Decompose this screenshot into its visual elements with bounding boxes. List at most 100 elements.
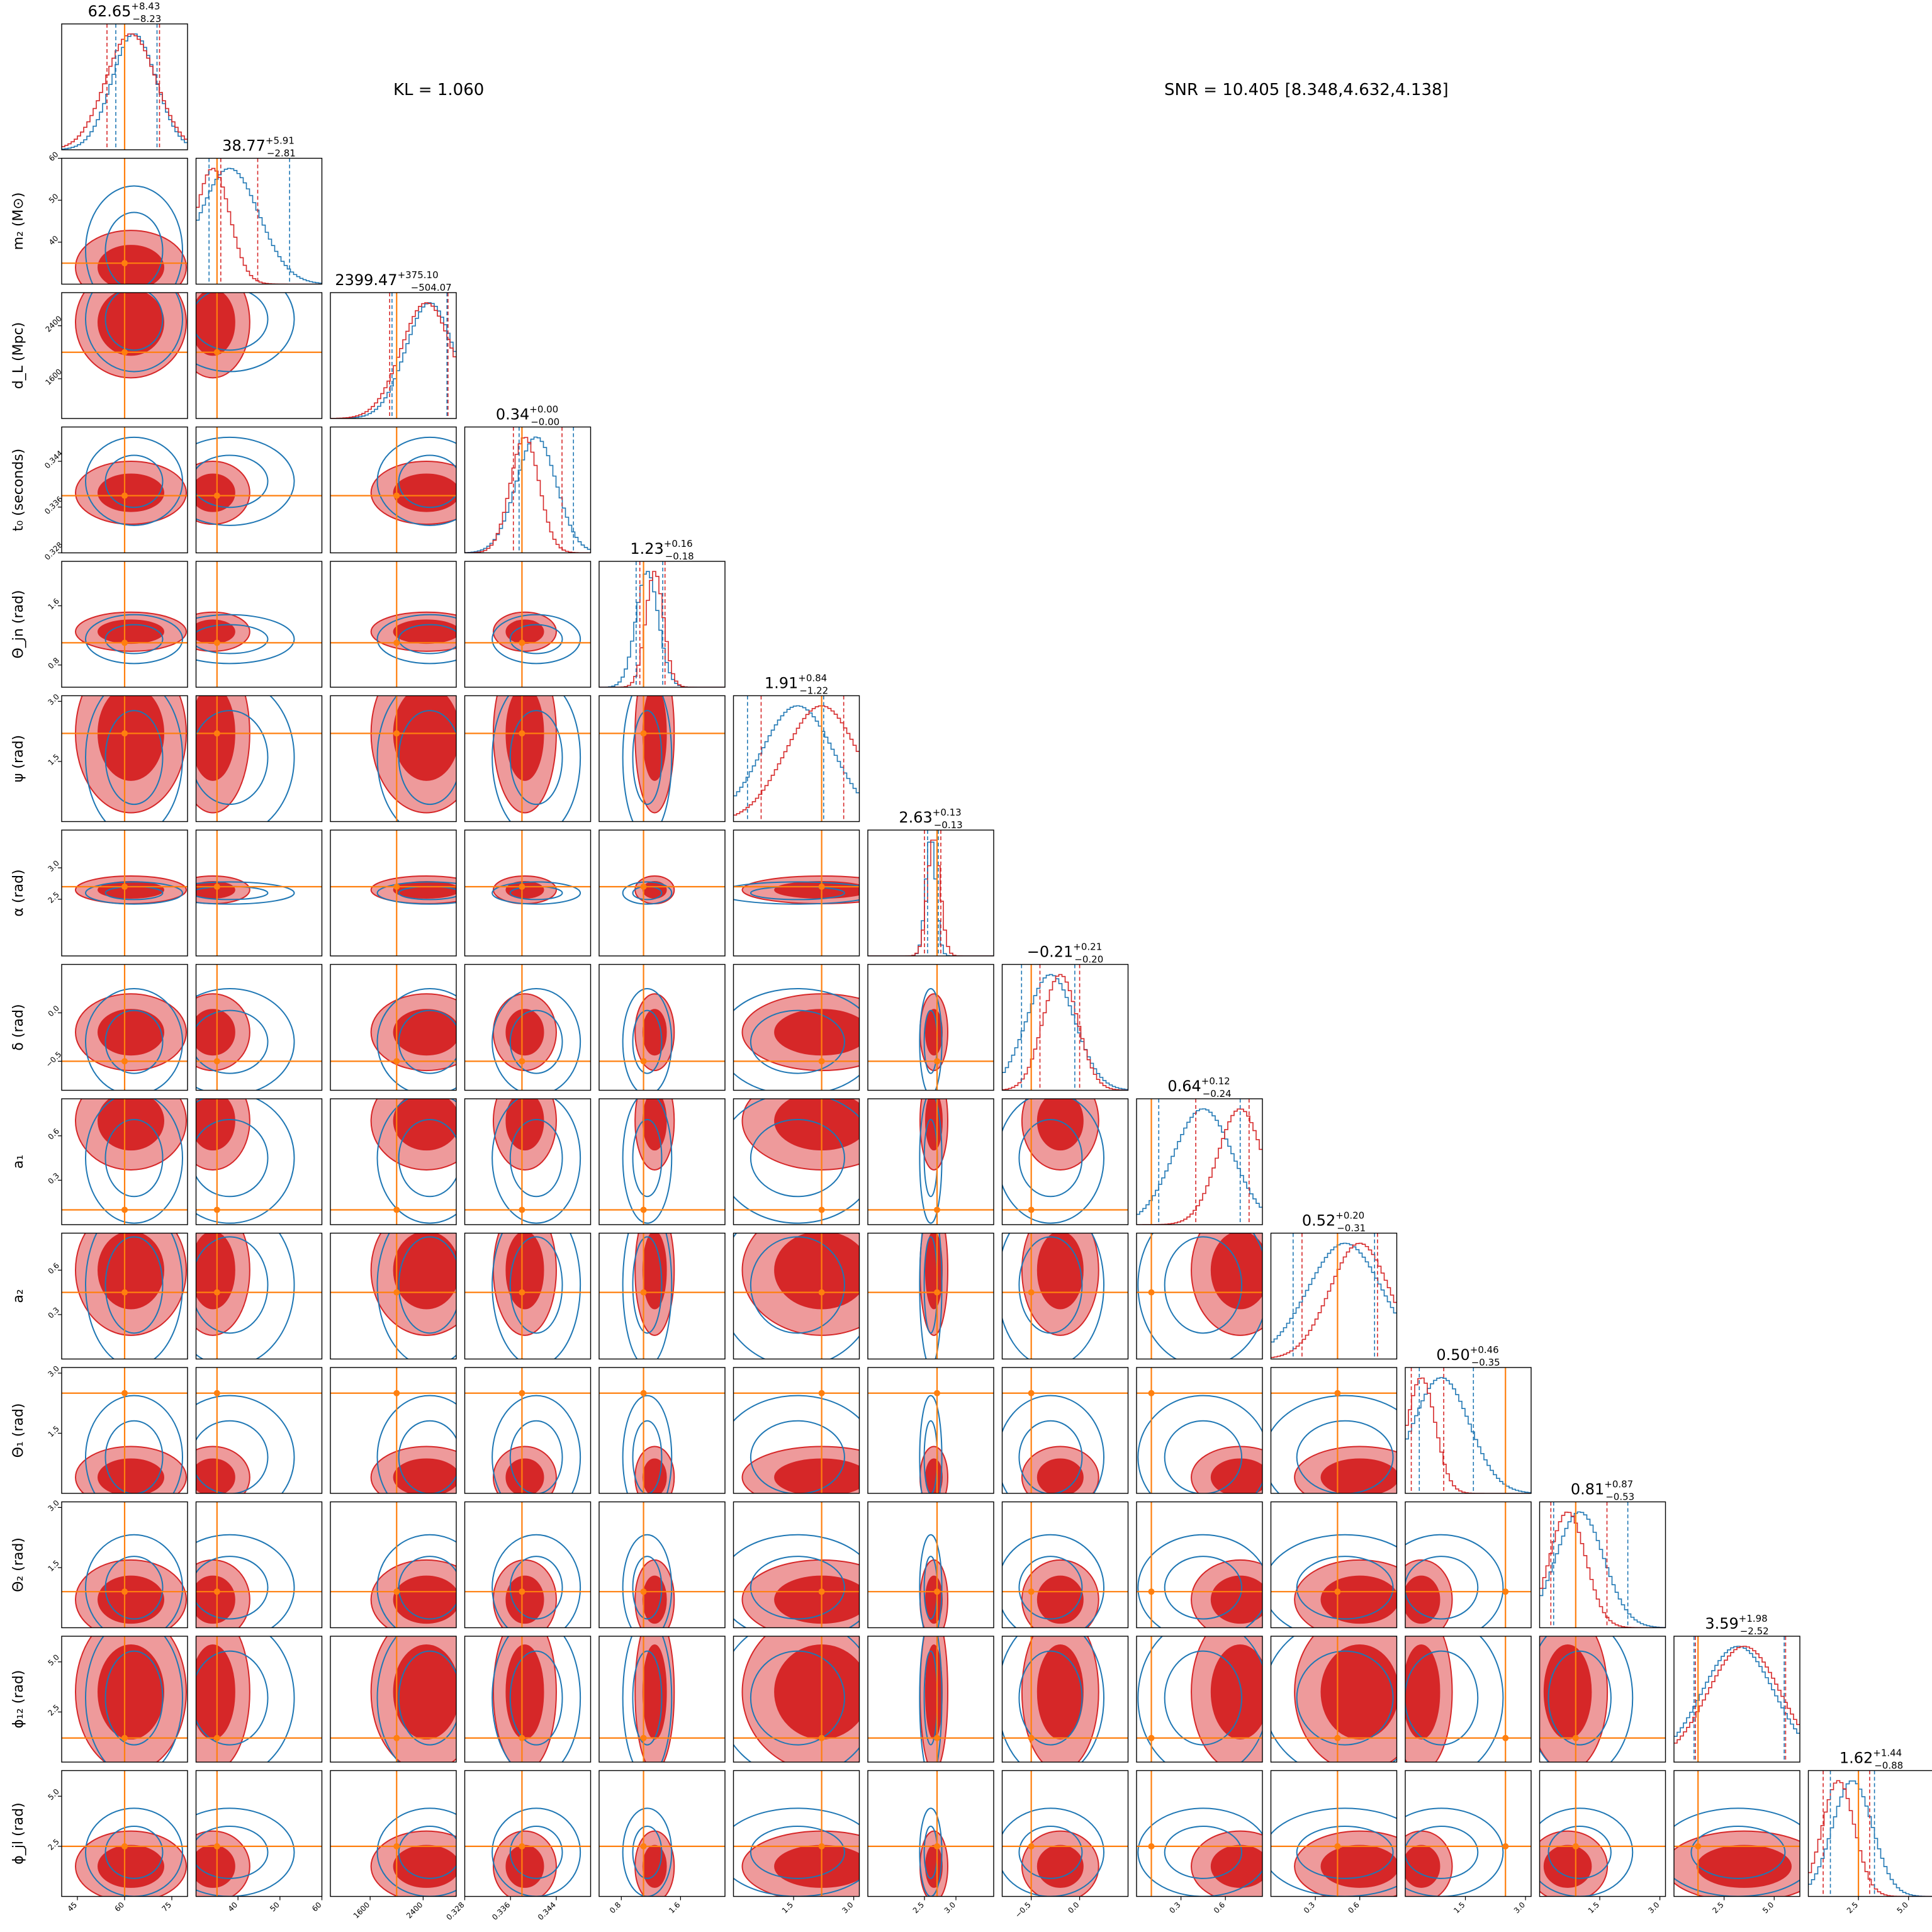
- panel-frame: [867, 1501, 994, 1629]
- contour-blue-inner: [398, 710, 456, 806]
- x-tick-label: −0.5: [1013, 1901, 1033, 1920]
- contour-blue-outer: [196, 614, 295, 665]
- contour-blue-outer: [733, 1099, 860, 1224]
- y-tick-label: 5.0: [46, 1653, 60, 1667]
- panel-frame: [61, 1367, 188, 1494]
- contour-blue-inner: [1405, 1650, 1479, 1746]
- contour-blue-outer: [376, 881, 456, 905]
- panel-frame: [195, 1232, 323, 1360]
- contour-red-inner: [505, 1099, 544, 1151]
- truth-marker: [121, 1588, 128, 1595]
- hist-blue: [599, 571, 725, 687]
- contour-blue-outer: [1002, 1233, 1105, 1359]
- contour-blue-outer: [196, 1099, 295, 1224]
- truth-marker: [213, 1058, 220, 1065]
- panel-9-8: [1136, 1232, 1263, 1360]
- panel-frame: [1001, 1770, 1129, 1897]
- contour-red-inner: [1036, 1644, 1084, 1740]
- x-tick-label: 50: [268, 1901, 281, 1914]
- panel-frame: [61, 1636, 188, 1763]
- y-axis-label: ϕ_jl (rad): [11, 1802, 26, 1864]
- panel-frame: [195, 1636, 323, 1763]
- truth-marker: [1028, 1734, 1035, 1741]
- panel-frame: [598, 1232, 726, 1360]
- panel-frame: [330, 1098, 457, 1225]
- contour-red-inner: [505, 619, 544, 644]
- contour-blue-inner: [1405, 1556, 1479, 1620]
- panel-frame: [1405, 1367, 1532, 1494]
- panel-12-5: [733, 1636, 860, 1763]
- panel-frame: [195, 1501, 323, 1629]
- truth-marker: [121, 1206, 128, 1213]
- contour-blue-outer: [1002, 1636, 1105, 1762]
- panel-6-4: [598, 829, 726, 957]
- contour-blue-inner: [104, 293, 164, 351]
- truth-marker: [393, 639, 400, 646]
- contour-blue-outer: [85, 185, 183, 284]
- contour-blue-outer: [376, 436, 456, 526]
- x-tick-label: 0.3: [1167, 1901, 1182, 1915]
- panel-frame: [1539, 1636, 1666, 1763]
- contour-blue-outer: [622, 1099, 673, 1224]
- panel-frame: [61, 963, 188, 1091]
- contour-blue-outer: [196, 987, 295, 1091]
- diag-0: 62.65+8.43 −8.23: [61, 1, 188, 150]
- contour-red-inner: [1036, 1458, 1084, 1493]
- contour-blue-outer: [376, 614, 456, 665]
- panel-9-0: 0.3 0.6: [46, 1232, 188, 1360]
- x-tick-label: 0.6: [1212, 1901, 1227, 1915]
- title-plus: +1.44: [1873, 1748, 1902, 1759]
- contour-blue-inner: [632, 1650, 663, 1746]
- panel-frame: [867, 1636, 994, 1763]
- contour-blue-inner: [1018, 1826, 1083, 1879]
- contour-red-inner: [98, 1233, 164, 1310]
- hist-blue: [1137, 1108, 1262, 1215]
- panel-frame: [195, 829, 323, 957]
- panel-8-3: [464, 1098, 592, 1225]
- contour-blue-outer: [919, 1233, 943, 1359]
- panel-frame: [1136, 1770, 1263, 1897]
- diag-12: 3.59+1.98 −2.52: [1673, 1613, 1800, 1763]
- contour-blue-outer: [622, 987, 673, 1091]
- contour-blue-outer: [491, 1534, 581, 1628]
- contour-blue-inner: [750, 1236, 845, 1334]
- truth-marker: [640, 1206, 647, 1213]
- panel-frame: [1001, 963, 1129, 1091]
- truth-marker: [818, 1206, 825, 1213]
- panel-frame: [598, 963, 726, 1091]
- contour-blue-inner: [1296, 1650, 1394, 1746]
- contour-blue-inner: [1164, 1556, 1243, 1620]
- contour-blue-inner: [398, 1009, 456, 1074]
- truth-marker: [519, 884, 525, 890]
- panel-title: 62.65+8.43 −8.23: [88, 1, 162, 25]
- y-axis-label: m₂ (M⊙): [11, 193, 26, 250]
- panel-3-0: 0.328 0.336 0.344: [43, 426, 188, 562]
- contour-blue-outer: [919, 1099, 943, 1224]
- truth-marker: [393, 1206, 400, 1213]
- panel-13-3: 0.328 0.336 0.344: [444, 1770, 592, 1922]
- truth-marker: [213, 349, 220, 356]
- truth-marker: [1502, 1588, 1509, 1595]
- panel-frame: [195, 561, 323, 688]
- panel-title: 0.81+0.87 −0.53: [1571, 1479, 1634, 1503]
- truth-marker: [1028, 1206, 1035, 1213]
- panel-10-2: [330, 1367, 457, 1494]
- contour-blue-inner: [750, 1009, 845, 1074]
- panel-frame: [733, 695, 860, 823]
- title-minus: −2.81: [267, 148, 296, 159]
- panel-5-0: 1.5 3.0: [46, 692, 188, 823]
- contour-red-inner: [642, 1009, 667, 1056]
- contour-blue-inner: [632, 1826, 663, 1879]
- contour-blue-outer: [622, 695, 673, 822]
- title-median: 1.23: [630, 540, 663, 558]
- contour-blue-outer: [733, 1395, 860, 1493]
- panel-frame: [330, 695, 457, 823]
- contour-blue-outer: [376, 987, 456, 1091]
- panel-frame: [1270, 1636, 1398, 1763]
- contour-blue-inner: [1164, 1420, 1243, 1493]
- hist-red: [1674, 1646, 1800, 1744]
- y-tick-label: 3.0: [46, 1498, 60, 1513]
- contour-red-inner: [393, 1575, 456, 1624]
- x-tick-label: 2400: [405, 1901, 424, 1920]
